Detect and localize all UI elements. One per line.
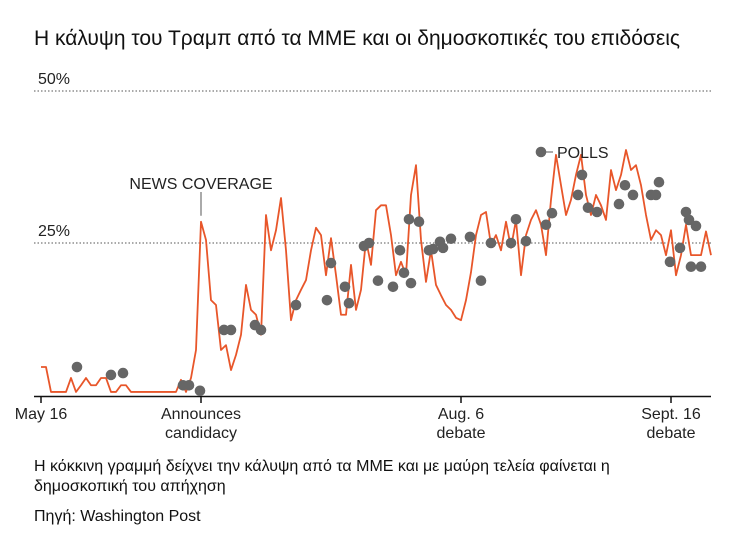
poll-dot: [464, 231, 476, 243]
poll-dot: [546, 207, 558, 219]
poll-dot: [475, 275, 487, 286]
poll-dot: [619, 179, 631, 191]
poll-dot: [290, 299, 302, 311]
x-tick-label: Announces candidacy: [160, 406, 242, 442]
footnote: Η κόκκινη γραμμή δείχνει την κάλυψη από …: [34, 458, 610, 495]
poll-dot: [572, 189, 584, 201]
poll-dot: [194, 385, 206, 397]
poll-dot: [325, 257, 337, 269]
poll-dot: [387, 281, 399, 293]
poll-dot: [427, 243, 439, 255]
poll-dot: [339, 281, 351, 293]
poll-dot: [403, 213, 415, 225]
poll-dot: [398, 267, 410, 279]
poll-dot: [685, 261, 697, 273]
poll-dot: [394, 244, 406, 256]
poll-dot: [664, 256, 676, 268]
source: Πηγή: Washington Post: [34, 508, 201, 525]
poll-dot: [405, 277, 417, 289]
poll-dot: [627, 189, 639, 201]
x-tick-label: Aug. 6 debate: [436, 406, 486, 442]
x-tick-label: Sept. 16 debate: [641, 406, 701, 442]
poll-dot: [255, 324, 267, 336]
chart-title: Η κάλυψη του Τραμπ από τα ΜΜΕ και οι δημ…: [34, 27, 680, 50]
poll-dot: [695, 261, 707, 273]
poll-dot: [445, 233, 457, 245]
poll-dot: [363, 237, 375, 249]
poll-dot: [582, 202, 594, 214]
poll-dot: [105, 369, 117, 381]
poll-dot: [413, 216, 425, 228]
poll-dot: [505, 237, 517, 249]
poll-dot: [71, 361, 83, 373]
poll-dot: [653, 176, 665, 188]
poll-dot: [183, 379, 195, 391]
coverage-line: [41, 149, 712, 393]
legend-dot: [535, 146, 547, 158]
poll-dot: [591, 206, 603, 218]
x-tick-label: May 16: [14, 406, 68, 423]
poll-dot: [225, 324, 237, 336]
poll-dot: [576, 169, 588, 181]
poll-dot: [683, 214, 695, 226]
poll-dot: [650, 189, 662, 201]
poll-dot: [372, 275, 384, 286]
poll-dot: [437, 242, 449, 254]
series-label: NEWS COVERAGE: [129, 176, 272, 193]
legend-label: POLLS: [557, 145, 609, 162]
poll-dot: [485, 237, 497, 249]
poll-dot: [690, 220, 702, 232]
poll-dot: [540, 219, 552, 231]
y-tick-label: 25%: [38, 223, 70, 240]
poll-dot: [117, 367, 129, 379]
poll-dot: [520, 235, 532, 247]
poll-dot: [613, 198, 625, 210]
poll-dot: [510, 213, 522, 225]
poll-dot: [674, 242, 686, 254]
poll-dot: [321, 294, 333, 306]
poll-dot: [343, 297, 355, 309]
y-tick-label: 50%: [38, 71, 70, 88]
